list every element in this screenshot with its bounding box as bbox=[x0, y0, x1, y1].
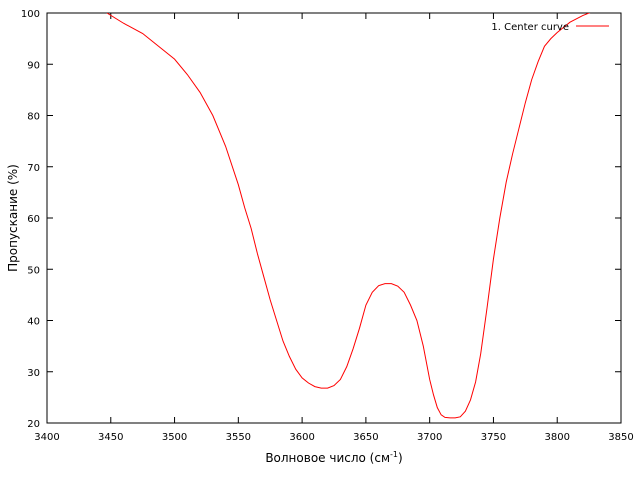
y-tick-label: 100 bbox=[21, 9, 40, 20]
x-axis-label: Волновое число (см-1) bbox=[265, 450, 402, 465]
y-tick-label: 30 bbox=[27, 368, 40, 379]
y-tick-label: 60 bbox=[27, 214, 40, 225]
plot-frame bbox=[46, 12, 622, 424]
y-tick-label: 50 bbox=[27, 265, 40, 276]
x-tick-label: 3600 bbox=[289, 432, 314, 443]
x-tick-label: 3750 bbox=[481, 432, 506, 443]
legend: 1. Center curve bbox=[491, 22, 609, 33]
x-tick-label: 3700 bbox=[417, 432, 442, 443]
y-axis-label: Пропускание (%) bbox=[6, 164, 20, 272]
x-tick-label: 3850 bbox=[608, 432, 633, 443]
legend-label: 1. Center curve bbox=[491, 22, 569, 33]
x-tick-label: 3800 bbox=[544, 432, 569, 443]
x-axis-ticks: 3400 3450 3500 3550 3600 3650 3700 3750 3800 3850 bbox=[34, 13, 634, 443]
y-tick-label: 40 bbox=[27, 317, 40, 328]
x-tick-label: 3450 bbox=[98, 432, 123, 443]
x-tick-label: 3400 bbox=[34, 432, 59, 443]
y-tick-label: 90 bbox=[27, 60, 40, 71]
x-tick-label: 3550 bbox=[226, 432, 251, 443]
x-tick-label: 3650 bbox=[353, 432, 378, 443]
y-tick-label: 20 bbox=[27, 419, 40, 430]
y-axis-ticks: 20 30 40 50 60 70 80 90 100 bbox=[21, 9, 621, 430]
y-tick-label: 80 bbox=[27, 112, 40, 123]
series-line-center-curve bbox=[106, 13, 591, 419]
x-tick-label: 3500 bbox=[162, 432, 187, 443]
y-tick-label: 70 bbox=[27, 163, 40, 174]
